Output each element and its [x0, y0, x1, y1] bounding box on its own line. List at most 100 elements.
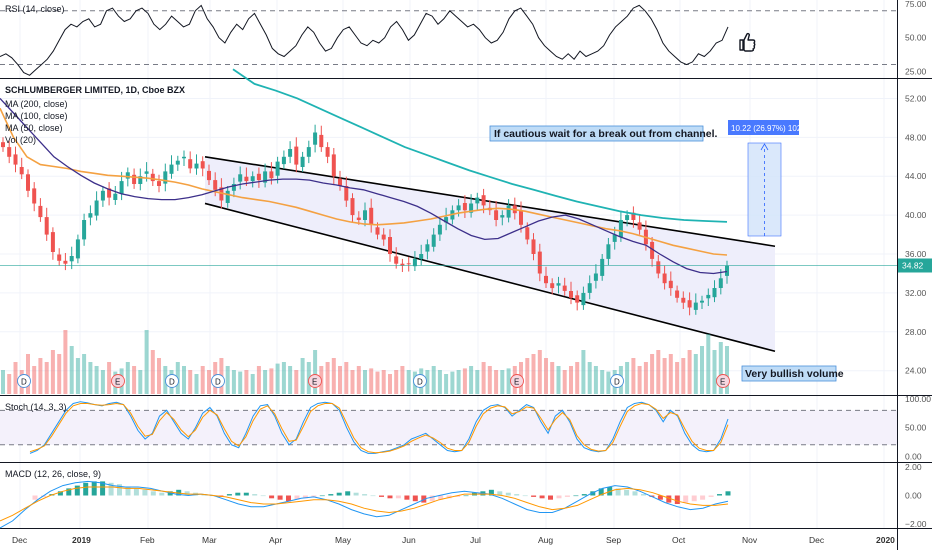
candle-body: [344, 186, 349, 201]
candle-body: [437, 224, 442, 235]
macd-panel: MACD (12, 26, close, 9) 2.00 0.00 −2.00: [0, 462, 927, 529]
annotation-channel: If cautious wait for a break out from ch…: [489, 125, 718, 142]
candle-body: [144, 171, 149, 174]
event-marker-label: E: [720, 378, 725, 387]
price-range-measure: 10.22 (26.97%) 1022: [728, 120, 806, 237]
macd-histogram-bar: [666, 495, 672, 503]
macd-tick-1: 0.00: [905, 491, 922, 501]
macd-histogram-bar: [150, 491, 156, 496]
volume-bar: [537, 350, 542, 394]
stoch-band: [0, 410, 897, 445]
event-marker-label: E: [514, 378, 519, 387]
candle-body: [400, 263, 405, 266]
event-marker-label: E: [312, 378, 317, 387]
volume-bar: [450, 371, 455, 394]
annotation-volume-bg: [741, 365, 837, 382]
candle-body: [175, 160, 180, 165]
candle-body: [313, 132, 318, 145]
candle-body: [494, 210, 499, 220]
macd-histogram-bar: [438, 495, 444, 500]
candle-body: [369, 207, 374, 225]
candle-body: [356, 217, 361, 220]
x-tick-label: Nov: [742, 535, 758, 545]
macd-histogram-bar: [142, 489, 148, 496]
candle-body: [693, 302, 698, 310]
candle-body: [506, 205, 511, 218]
volume-bar: [475, 370, 480, 394]
price-tick-40: 40.00: [905, 210, 927, 220]
candle-body: [288, 149, 293, 157]
volume-bar: [94, 366, 99, 394]
volume-bar: [57, 354, 62, 394]
macd-histogram-bar: [319, 495, 325, 497]
volume-bar: [706, 334, 711, 394]
volume-bar: [637, 366, 642, 394]
volume-bar: [1, 370, 5, 394]
candle-body: [225, 190, 230, 203]
macd-histogram-bar: [167, 491, 173, 496]
price-title: SCHLUMBERGER LIMITED, 1D, Cboe BZX: [5, 85, 185, 95]
rsi-tick-50: 50.00: [905, 33, 927, 43]
candle-body: [550, 283, 555, 289]
event-marker-label: E: [115, 378, 120, 387]
volume-bar: [643, 362, 648, 394]
candle-body: [606, 244, 611, 259]
macd-histogram-bar: [286, 495, 291, 502]
annotation-volume-text: Very bullish volume: [745, 368, 844, 380]
candle-body: [200, 161, 205, 169]
macd-histogram-bar: [370, 495, 376, 497]
macd-histogram-bar: [641, 494, 646, 496]
candle-body: [575, 295, 580, 303]
volume-bar: [44, 362, 49, 394]
candle-body: [300, 156, 305, 167]
rsi-tick-75: 75.00: [905, 0, 927, 9]
candle-body: [363, 210, 367, 220]
x-tick-label: May: [335, 535, 352, 545]
macd-histogram-bar: [294, 495, 300, 500]
macd-histogram-bar: [404, 495, 410, 500]
candle-body: [612, 234, 617, 242]
volume-bar: [325, 362, 330, 394]
candle-body: [269, 171, 274, 179]
candle-body: [150, 173, 155, 182]
candle-body: [338, 178, 342, 186]
candle-body: [519, 210, 523, 225]
macd-histogram-bar: [564, 495, 570, 497]
x-tick-label: Jul: [470, 535, 481, 545]
volume-bar: [381, 370, 386, 394]
volume-bar: [100, 370, 105, 394]
event-marker-circle: [308, 374, 322, 388]
volume-bar: [687, 350, 692, 394]
macd-histogram-bar: [243, 492, 249, 496]
volume-bar: [587, 362, 592, 394]
stoch-title: Stoch (14, 3, 3): [5, 402, 67, 412]
macd-histogram-bar: [66, 488, 72, 496]
x-tick-label: 2019: [72, 535, 91, 545]
event-marker-circle: [510, 374, 524, 388]
macd-histogram-bar: [184, 491, 190, 496]
volume-bar: [494, 370, 499, 394]
last-price-tag: [898, 258, 932, 273]
candle-body: [119, 181, 124, 194]
x-tick-label: Mar: [202, 535, 217, 545]
macd-histogram-bar: [74, 485, 80, 496]
volume-bar: [625, 362, 630, 394]
candle-body: [537, 251, 542, 274]
x-tick-label: Apr: [269, 535, 282, 545]
candle-body: [700, 300, 704, 303]
candle-body: [44, 217, 49, 235]
candlesticks: [1, 124, 729, 316]
x-tick-label: Dec: [809, 535, 825, 545]
macd-histogram-bar: [725, 491, 731, 496]
macd-histogram-bar: [691, 495, 697, 502]
volume-bar: [182, 366, 186, 394]
macd-histogram-bar: [91, 481, 97, 496]
candle-body: [19, 167, 24, 175]
macd-histogram-bar: [395, 495, 401, 499]
macd-histogram-bar: [277, 495, 283, 500]
volume-bar: [581, 350, 586, 394]
volume-bar: [269, 368, 274, 394]
annotation-channel-bg: [489, 125, 704, 142]
macd-histogram-bar: [328, 494, 334, 496]
